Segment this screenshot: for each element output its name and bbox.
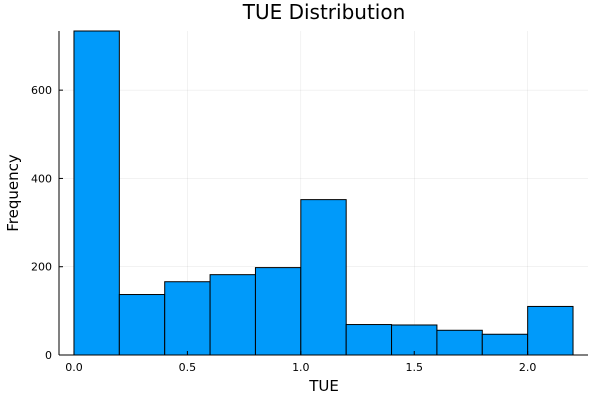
x-axis-label: TUE [308, 377, 339, 395]
histogram-bar [391, 324, 438, 356]
histogram-bar [527, 305, 574, 356]
histogram-bar [73, 30, 120, 356]
y-tick-label: 400 [31, 172, 52, 185]
y-axis-label: Frequency [4, 154, 22, 232]
y-tick-label: 200 [31, 261, 52, 274]
chart-title: TUE Distribution [242, 0, 406, 24]
y-tick-label: 600 [31, 84, 52, 97]
histogram-bar [345, 324, 393, 356]
x-tick-label: 1.5 [405, 361, 423, 374]
bars-layer [73, 30, 574, 356]
histogram-bar [118, 294, 166, 356]
histogram-bar [164, 281, 211, 356]
x-tick-label: 2.0 [519, 361, 537, 374]
histogram-bar [300, 199, 347, 356]
x-tick-label: 1.0 [292, 361, 310, 374]
ticks-layer: 0.0 0.5 1.0 1.5 2.0 0 200 400 600 [31, 84, 536, 374]
y-tick-label: 0 [45, 349, 52, 362]
histogram-bar [254, 267, 302, 356]
histogram-bar [209, 274, 256, 356]
histogram-bar [436, 329, 483, 356]
histogram-bar [481, 333, 529, 356]
x-tick-label: 0.0 [65, 361, 83, 374]
x-tick-label: 0.5 [179, 361, 197, 374]
